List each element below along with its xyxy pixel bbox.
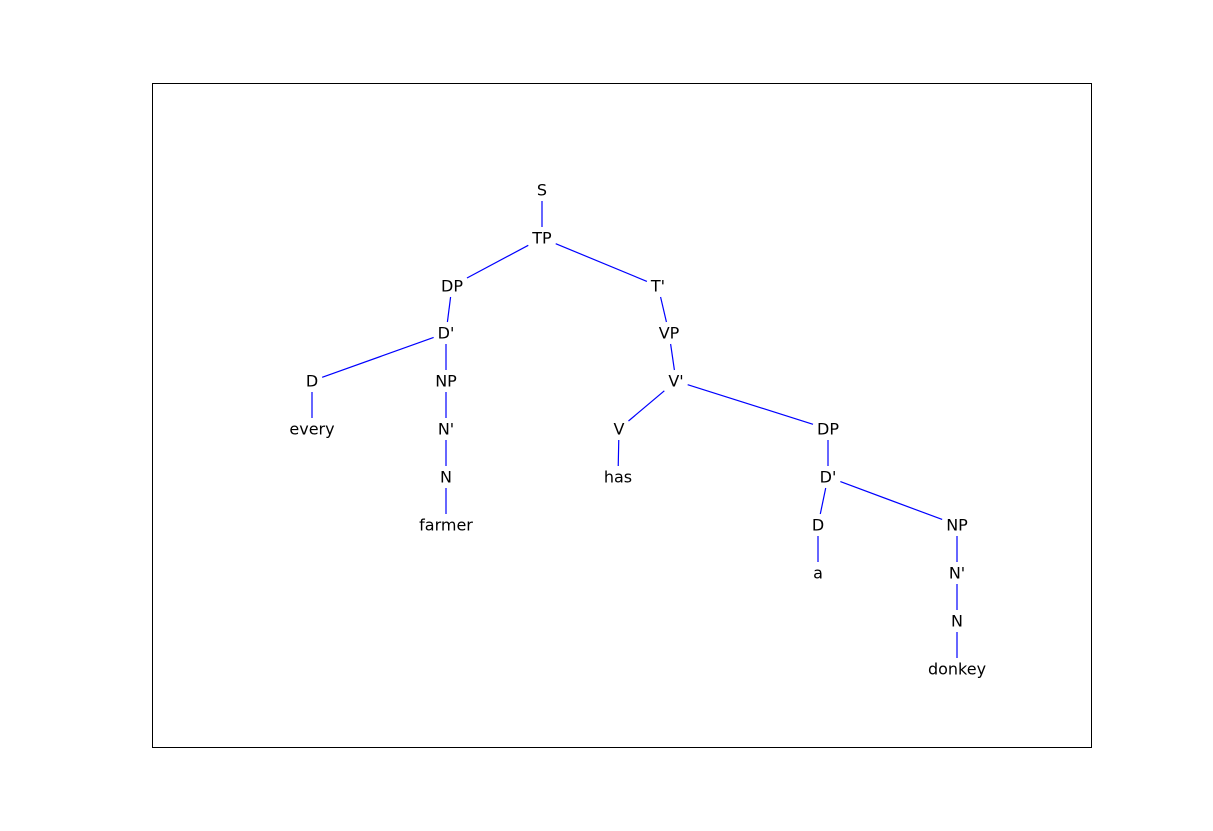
tree-edge-vbar-dp2 bbox=[687, 384, 814, 425]
tree-node-d2: D bbox=[812, 516, 824, 535]
tree-node-n2: N bbox=[951, 612, 963, 631]
tree-edges bbox=[311, 201, 958, 658]
tree-node-has: has bbox=[604, 468, 632, 487]
tree-node-tbar: T' bbox=[650, 277, 665, 296]
tree-edge-tp-dp1 bbox=[466, 244, 529, 279]
tree-node-vp: VP bbox=[659, 324, 680, 343]
tree-node-n1: N bbox=[440, 468, 452, 487]
tree-node-np2: NP bbox=[946, 516, 968, 535]
tree-node-nbar2: N' bbox=[949, 564, 965, 583]
tree-node-d1: D bbox=[306, 372, 318, 391]
tree-node-np1: NP bbox=[435, 372, 457, 391]
tree-node-nbar1: N' bbox=[438, 420, 454, 439]
tree-edge-vbar-v bbox=[628, 390, 665, 422]
tree-edge-v-has bbox=[617, 439, 620, 467]
tree-node-dbar1: D' bbox=[438, 324, 455, 343]
tree-node-s: S bbox=[537, 181, 547, 200]
tree-node-dp2: DP bbox=[817, 420, 839, 439]
tree-node-tp: TP bbox=[531, 229, 552, 248]
tree-edge-tbar-vp bbox=[659, 296, 668, 323]
tree-node-every: every bbox=[289, 420, 334, 439]
tree-edge-dbar2-d2 bbox=[819, 487, 827, 515]
plot-frame bbox=[152, 83, 1092, 748]
tree-node-farmer: farmer bbox=[419, 516, 473, 535]
tree-edge-dbar1-d1 bbox=[321, 336, 434, 378]
tree-node-dp1: DP bbox=[441, 277, 463, 296]
tree-node-donkey: donkey bbox=[928, 660, 986, 679]
tree-edge-vp-vbar bbox=[670, 343, 675, 371]
tree-node-a: a bbox=[813, 564, 823, 583]
tree-nodes: S TP DP T' D' VP D NP V' every N' V DP N has D' farmer D N… bbox=[289, 181, 986, 679]
tree-edge-tp-tbar bbox=[555, 243, 648, 282]
tree-edge-dp1-dbar1 bbox=[446, 296, 452, 323]
tree-node-dbar2: D' bbox=[820, 468, 837, 487]
tree-node-vbar: V' bbox=[668, 372, 683, 391]
tree-node-v: V bbox=[614, 420, 625, 439]
tree-edge-dbar2-np2 bbox=[840, 481, 943, 521]
